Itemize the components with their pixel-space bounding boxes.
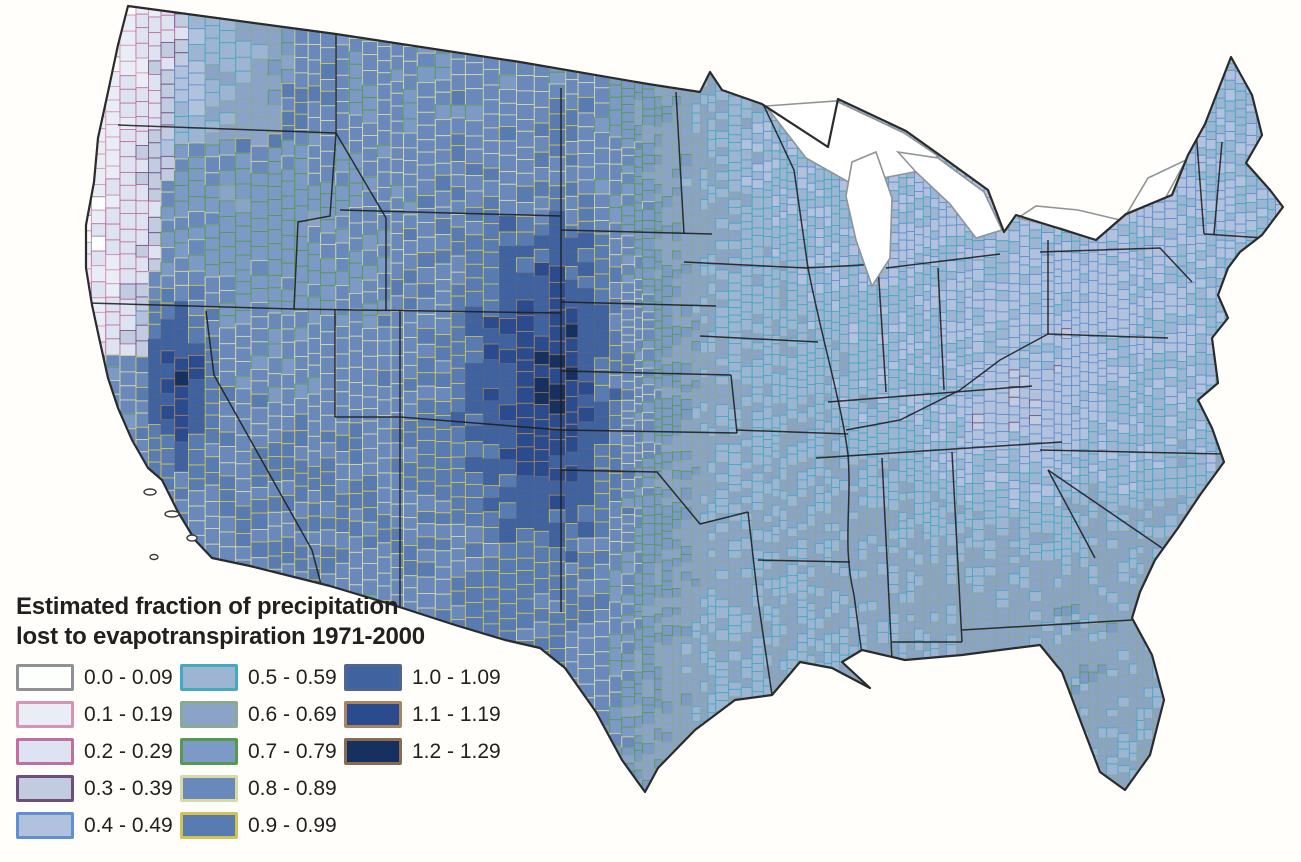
- legend-swatch: [16, 812, 74, 839]
- legend-item: 0.4 - 0.49: [16, 812, 180, 839]
- legend-item: 1.2 - 1.29: [344, 738, 508, 765]
- legend-label: 0.2 - 0.29: [84, 739, 173, 763]
- legend-label: 0.4 - 0.49: [84, 813, 173, 837]
- legend-item: 0.5 - 0.59: [180, 664, 344, 691]
- legend-swatch: [16, 738, 74, 765]
- legend-swatch: [16, 664, 74, 691]
- legend-swatch: [180, 701, 238, 728]
- legend-label: 0.0 - 0.09: [84, 665, 173, 689]
- legend-item: 0.6 - 0.69: [180, 701, 344, 728]
- legend-label: 1.1 - 1.19: [412, 702, 501, 726]
- legend-item: 0.8 - 0.89: [180, 775, 344, 802]
- legend-swatch: [180, 738, 238, 765]
- legend-item: 1.0 - 1.09: [344, 664, 508, 691]
- legend-label: 0.7 - 0.79: [248, 739, 337, 763]
- legend-title-line2: lost to evapotranspiration 1971-2000: [16, 623, 425, 650]
- legend-item: 0.7 - 0.79: [180, 738, 344, 765]
- legend-title: Estimated fraction of precipitation lost…: [16, 592, 516, 652]
- map-legend: Estimated fraction of precipitation lost…: [16, 592, 516, 839]
- legend-label: 0.6 - 0.69: [248, 702, 337, 726]
- legend-swatch: [16, 775, 74, 802]
- legend-swatch: [180, 812, 238, 839]
- legend-label: 1.2 - 1.29: [412, 739, 501, 763]
- us-outline: [84, 4, 1285, 794]
- legend-label: 0.3 - 0.39: [84, 776, 173, 800]
- legend-item: 1.1 - 1.19: [344, 701, 508, 728]
- state-borders: [87, 34, 1265, 696]
- legend-swatch: [16, 701, 74, 728]
- legend-label: 0.5 - 0.59: [248, 665, 337, 689]
- legend-swatch: [344, 664, 402, 691]
- legend-label: 1.0 - 1.09: [412, 665, 501, 689]
- legend-label: 0.9 - 0.99: [248, 813, 337, 837]
- legend-swatch: [180, 775, 238, 802]
- legend-item: 0.9 - 0.99: [180, 812, 344, 839]
- legend-swatch: [344, 738, 402, 765]
- great-lakes: [764, 100, 1188, 288]
- channel-islands: [143, 488, 198, 561]
- legend-item: 0.0 - 0.09: [16, 664, 180, 691]
- legend-item: 0.1 - 0.19: [16, 701, 180, 728]
- legend-item: 0.3 - 0.39: [16, 775, 180, 802]
- legend-swatch: [344, 701, 402, 728]
- legend-label: 0.1 - 0.19: [84, 702, 173, 726]
- legend-classes: 0.0 - 0.09 0.1 - 0.19 0.2 - 0.29 0.3 - 0.39…: [16, 664, 516, 839]
- legend-label: 0.8 - 0.89: [248, 776, 337, 800]
- legend-swatch: [180, 664, 238, 691]
- legend-title-line1: Estimated fraction of precipitation: [16, 593, 399, 620]
- legend-item: 0.2 - 0.29: [16, 738, 180, 765]
